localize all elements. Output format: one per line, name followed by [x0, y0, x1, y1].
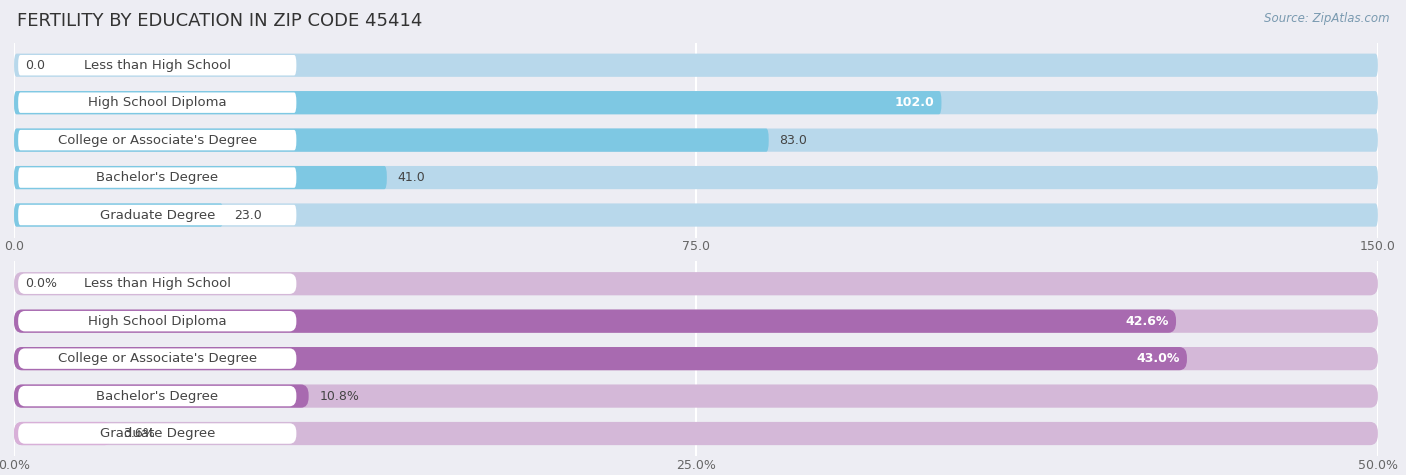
Text: 3.6%: 3.6%	[124, 427, 155, 440]
Text: 41.0: 41.0	[398, 171, 426, 184]
FancyBboxPatch shape	[14, 91, 1378, 114]
FancyBboxPatch shape	[18, 423, 297, 444]
FancyBboxPatch shape	[14, 91, 942, 114]
FancyBboxPatch shape	[14, 129, 769, 152]
FancyBboxPatch shape	[14, 166, 1378, 189]
FancyBboxPatch shape	[18, 93, 297, 113]
Text: High School Diploma: High School Diploma	[89, 96, 226, 109]
FancyBboxPatch shape	[18, 205, 297, 225]
FancyBboxPatch shape	[14, 310, 1378, 333]
Text: Graduate Degree: Graduate Degree	[100, 209, 215, 221]
Text: College or Associate's Degree: College or Associate's Degree	[58, 352, 257, 365]
FancyBboxPatch shape	[14, 203, 224, 227]
Text: Bachelor's Degree: Bachelor's Degree	[96, 171, 218, 184]
FancyBboxPatch shape	[14, 422, 112, 445]
Text: 0.0%: 0.0%	[25, 277, 58, 290]
FancyBboxPatch shape	[18, 55, 297, 76]
Text: Source: ZipAtlas.com: Source: ZipAtlas.com	[1264, 12, 1389, 25]
FancyBboxPatch shape	[14, 203, 1378, 227]
Text: Graduate Degree: Graduate Degree	[100, 427, 215, 440]
FancyBboxPatch shape	[14, 54, 1378, 77]
FancyBboxPatch shape	[18, 311, 297, 332]
Text: Less than High School: Less than High School	[84, 59, 231, 72]
Text: College or Associate's Degree: College or Associate's Degree	[58, 133, 257, 147]
FancyBboxPatch shape	[14, 384, 1378, 408]
FancyBboxPatch shape	[18, 130, 297, 151]
Text: High School Diploma: High School Diploma	[89, 314, 226, 328]
Text: 42.6%: 42.6%	[1126, 314, 1170, 328]
FancyBboxPatch shape	[14, 129, 1378, 152]
Text: FERTILITY BY EDUCATION IN ZIP CODE 45414: FERTILITY BY EDUCATION IN ZIP CODE 45414	[17, 12, 422, 30]
Text: 23.0: 23.0	[233, 209, 262, 221]
FancyBboxPatch shape	[18, 386, 297, 406]
FancyBboxPatch shape	[18, 167, 297, 188]
Text: 10.8%: 10.8%	[319, 390, 360, 403]
Text: 83.0: 83.0	[779, 133, 807, 147]
FancyBboxPatch shape	[14, 310, 1175, 333]
FancyBboxPatch shape	[14, 166, 387, 189]
Text: Bachelor's Degree: Bachelor's Degree	[96, 390, 218, 403]
FancyBboxPatch shape	[14, 347, 1187, 370]
FancyBboxPatch shape	[14, 347, 1378, 370]
FancyBboxPatch shape	[18, 348, 297, 369]
FancyBboxPatch shape	[14, 422, 1378, 445]
Text: 43.0%: 43.0%	[1137, 352, 1180, 365]
Text: 102.0: 102.0	[894, 96, 935, 109]
Text: 0.0: 0.0	[25, 59, 45, 72]
FancyBboxPatch shape	[14, 272, 1378, 295]
FancyBboxPatch shape	[14, 384, 309, 408]
Text: Less than High School: Less than High School	[84, 277, 231, 290]
FancyBboxPatch shape	[18, 274, 297, 294]
